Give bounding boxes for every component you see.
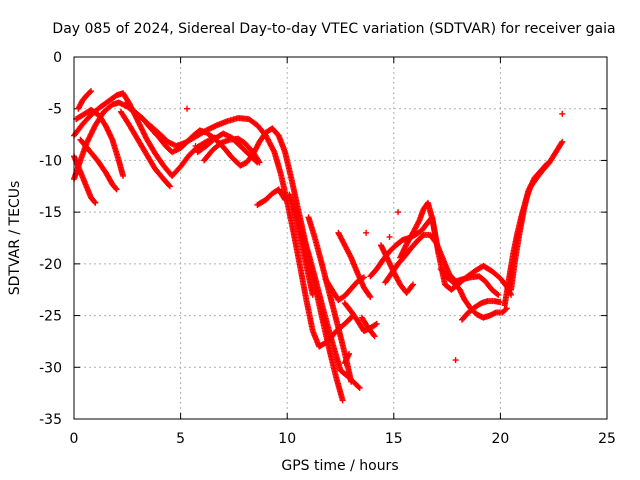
data-point (366, 292, 373, 299)
y-tick-label: -15 (39, 205, 62, 221)
x-tick-label: 15 (385, 431, 403, 447)
data-point (91, 198, 98, 205)
y-tick-label: -30 (39, 360, 62, 376)
data-point (409, 282, 416, 289)
y-tick-label: -5 (48, 102, 62, 118)
y-tick-label: -35 (39, 412, 62, 428)
data-point (363, 229, 370, 236)
data-point (183, 105, 190, 112)
data-point (544, 160, 551, 167)
x-axis-label: GPS time / hours (281, 458, 398, 474)
chart-title: Day 085 of 2024, Sidereal Day-to-day VTE… (52, 21, 615, 37)
data-point (348, 378, 355, 385)
x-tick-label: 10 (278, 431, 296, 447)
data-point (372, 321, 379, 328)
y-tick-label: -10 (39, 153, 62, 169)
data-point (373, 320, 380, 327)
y-axis-label: SDTVAR / TECUs (7, 181, 23, 296)
data-point (559, 138, 566, 145)
data-point (367, 293, 374, 300)
data-point (346, 350, 353, 357)
data-point (558, 140, 565, 147)
data-point (256, 159, 263, 166)
data-point (409, 281, 416, 288)
data-point (281, 195, 288, 202)
data-point (255, 158, 262, 165)
data-point (370, 332, 377, 339)
plot-frame (73, 56, 608, 420)
data-point (355, 383, 362, 390)
axis-tick-labels: 0 5 10 15 20 25 0 -5 -10 -15 -20 -25 -30 -35 (39, 50, 616, 447)
data-point (494, 291, 501, 298)
data-point (452, 357, 459, 364)
data-point (113, 186, 120, 193)
data-point (543, 161, 550, 168)
x-tick-label: 25 (598, 431, 616, 447)
data-point (371, 333, 378, 340)
data-point (282, 196, 289, 203)
data-point (166, 183, 173, 190)
x-tick-label: 20 (491, 431, 509, 447)
data-point (112, 185, 119, 192)
data-point (120, 172, 127, 179)
data-point (435, 250, 442, 257)
data-point (503, 305, 510, 312)
data-point (166, 182, 173, 189)
data-point (192, 142, 199, 149)
data-point (309, 291, 316, 298)
data-point (502, 306, 509, 313)
y-tick-label: -20 (39, 257, 62, 273)
y-tick-label: -25 (39, 309, 62, 325)
data-point (495, 291, 502, 298)
y-tick-label: 0 (53, 50, 62, 66)
data-point (88, 88, 95, 95)
data-point (86, 89, 93, 96)
data-point (339, 397, 346, 404)
data-point (395, 209, 402, 216)
data-point (559, 110, 566, 117)
data-point (386, 233, 393, 240)
data-point (92, 199, 99, 206)
x-tick-label: 5 (176, 431, 185, 447)
data-point (356, 384, 363, 391)
data-points (71, 88, 566, 404)
x-tick-label: 0 (70, 431, 79, 447)
